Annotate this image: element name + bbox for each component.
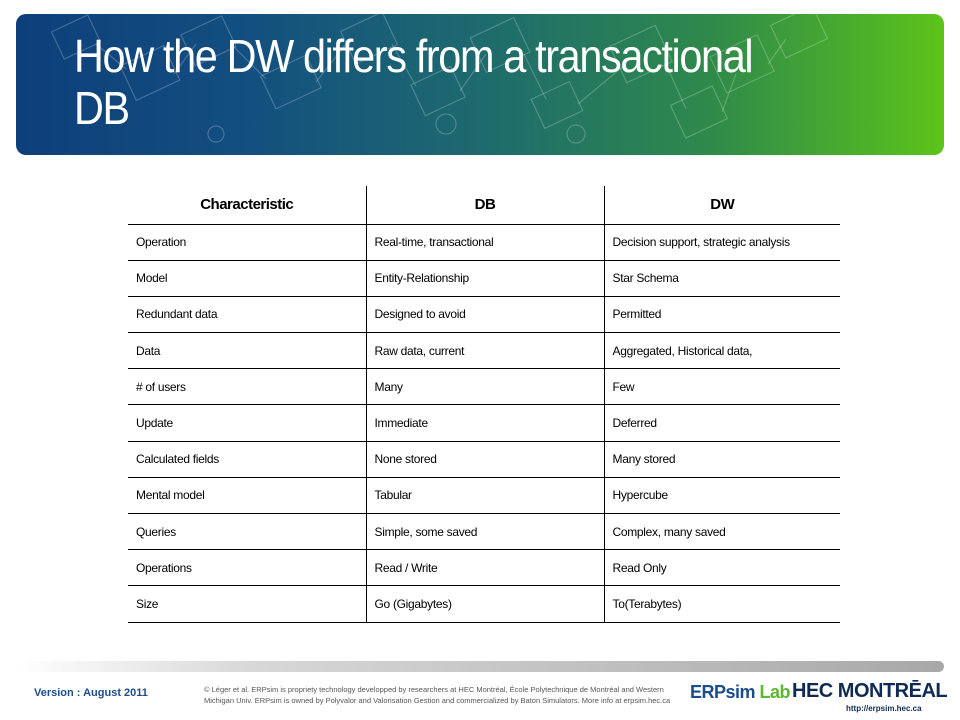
cell-characteristic: Queries: [128, 513, 366, 551]
cell-db: Read / Write: [365, 549, 604, 587]
cell-characteristic: Redundant data: [128, 296, 366, 334]
cell-characteristic: # of users: [128, 368, 366, 406]
cell-characteristic: Operation: [128, 224, 366, 261]
table-row: Data Raw data, current Aggregated, Histo…: [128, 332, 840, 370]
lab-logo-text: Lab: [759, 682, 791, 702]
table-row: Mental model Tabular Hypercube: [128, 477, 840, 515]
table-row: Calculated fields None stored Many store…: [128, 441, 840, 478]
cell-db: Immediate: [365, 404, 604, 442]
cell-characteristic: Calculated fields: [128, 441, 366, 478]
table-row: Queries Simple, some saved Complex, many…: [128, 513, 840, 551]
footer-divider: [16, 661, 944, 672]
cell-dw: Decision support, strategic analysis: [603, 224, 840, 261]
cell-db: Tabular: [365, 477, 604, 515]
cell-dw: Complex, many saved: [603, 513, 840, 551]
cell-dw: Hypercube: [603, 477, 840, 515]
cell-characteristic: Operations: [128, 549, 366, 587]
cell-dw: To(Terabytes): [603, 585, 840, 623]
copyright-notice: © Léger et al. ERPsim is propriety techn…: [204, 685, 671, 705]
cell-dw: Permitted: [603, 296, 840, 334]
table-row: Size Go (Gigabytes) To(Terabytes): [128, 585, 840, 623]
slide-title: How the DW differs from a transactional …: [74, 30, 754, 134]
comparison-table: Characteristic DB DW Operation Real-time…: [128, 186, 840, 623]
cell-db: Simple, some saved: [365, 513, 604, 551]
website-url: http://erpsim.hec.ca: [846, 704, 922, 713]
table-header-row: Characteristic DB DW: [128, 186, 840, 225]
cell-dw: Many stored: [603, 441, 840, 478]
cell-db: Go (Gigabytes): [365, 585, 604, 623]
table-row: Model Entity-Relationship Star Schema: [128, 260, 840, 297]
table-row: Operation Real-time, transactional Decis…: [128, 224, 840, 261]
cell-dw: Aggregated, Historical data,: [603, 332, 840, 370]
cell-db: None stored: [365, 441, 604, 478]
cell-characteristic: Mental model: [128, 477, 366, 515]
cell-dw: Star Schema: [603, 260, 840, 297]
hec-montreal-logo: HEC MONTRĒAL: [792, 680, 948, 702]
erpsim-logo-text: ERPsim: [690, 682, 756, 702]
cell-db: Designed to avoid: [365, 296, 604, 334]
table-row: Operations Read / Write Read Only: [128, 549, 840, 587]
cell-characteristic: Model: [128, 260, 366, 297]
cell-db: Real-time, transactional: [365, 224, 604, 261]
table-row: Redundant data Designed to avoid Permitt…: [128, 296, 840, 334]
erpsim-lab-logo: ERPsim Lab: [690, 682, 791, 703]
version-label: Version : August 2011: [34, 687, 148, 699]
header-db: DB: [365, 186, 604, 225]
process-diagram-watermark: [50, 14, 829, 144]
cell-dw: Read Only: [603, 549, 840, 587]
cell-characteristic: Size: [128, 585, 366, 623]
cell-db: Raw data, current: [365, 332, 604, 370]
table-row: Update Immediate Deferred: [128, 404, 840, 442]
cell-dw: Deferred: [603, 404, 840, 442]
table-row: # of users Many Few: [128, 368, 840, 406]
title-banner: How the DW differs from a transactional …: [16, 14, 944, 155]
cell-characteristic: Update: [128, 404, 366, 442]
cell-db: Many: [365, 368, 604, 406]
header-dw: DW: [603, 186, 840, 225]
header-characteristic: Characteristic: [128, 186, 366, 225]
cell-characteristic: Data: [128, 332, 366, 370]
cell-dw: Few: [603, 368, 840, 406]
cell-db: Entity-Relationship: [365, 260, 604, 297]
